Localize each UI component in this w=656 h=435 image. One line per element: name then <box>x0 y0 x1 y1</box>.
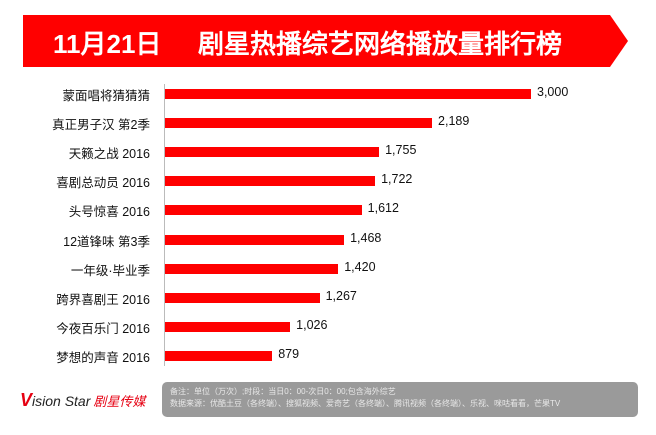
category-axis <box>164 84 165 366</box>
page-title: 剧星热播综艺网络播放量排行榜 <box>198 29 563 59</box>
bar <box>165 234 345 245</box>
value-label: 1,026 <box>296 317 328 332</box>
footnote-box: 备注：单位（万次）;时段：当日0：00-次日0：00;包含海外综艺 数据来源：优… <box>162 382 638 417</box>
category-label: 头号惊喜 2016 <box>68 205 150 220</box>
banner-arrow-shape <box>23 15 628 67</box>
bar <box>165 350 273 361</box>
bar <box>165 118 433 129</box>
footnote-line-2: 数据来源：优酷土豆（各终端）、搜狐视频、爱奇艺（各终端）、腾讯视频（各终端）、乐… <box>170 399 561 408</box>
value-label: 1,755 <box>385 143 417 158</box>
bar <box>165 263 339 274</box>
category-label: 一年级·毕业季 <box>70 263 150 278</box>
category-label: 12道锋味 第3季 <box>63 234 150 249</box>
footnote-line-1: 备注：单位（万次）;时段：当日0：00-次日0：00;包含海外综艺 <box>170 387 396 396</box>
bar <box>165 292 320 303</box>
category-label: 跨界喜剧王 2016 <box>56 292 150 307</box>
logo-chinese: 剧星传媒 <box>93 394 146 409</box>
value-label: 879 <box>278 346 300 361</box>
category-label: 天籁之战 2016 <box>68 147 150 162</box>
value-label: 1,420 <box>344 259 376 274</box>
category-label: 蒙面唱将猜猜猜 <box>62 89 150 103</box>
value-label: 1,468 <box>350 230 382 245</box>
value-label: 2,189 <box>438 114 470 129</box>
bar-chart: 蒙面唱将猜猜猜 3,000 真正男子汉 第2季 2,189 天籁之战 2016 1,755… <box>0 80 600 370</box>
logo-english: ision Star <box>32 393 91 409</box>
bar <box>165 147 380 158</box>
value-label: 1,722 <box>381 172 413 187</box>
bar <box>165 321 291 332</box>
logo-v: V <box>20 390 33 410</box>
brand-logo: Vision Star 剧星传媒 <box>20 390 145 411</box>
title-banner: 11月21日 剧星热播综艺网络播放量排行榜 <box>23 15 628 67</box>
value-label: 1,267 <box>325 288 357 303</box>
value-label: 1,612 <box>367 201 399 216</box>
report-date: 11月21日 <box>53 29 162 59</box>
category-label: 真正男子汉 第2季 <box>52 118 150 133</box>
bar <box>165 205 362 216</box>
bar <box>165 176 376 187</box>
category-label: 今夜百乐门 2016 <box>56 321 150 336</box>
bar <box>165 89 531 99</box>
value-label: 3,000 <box>537 85 569 99</box>
category-label: 梦想的声音 2016 <box>56 350 150 365</box>
category-label: 喜剧总动员 2016 <box>56 176 150 191</box>
